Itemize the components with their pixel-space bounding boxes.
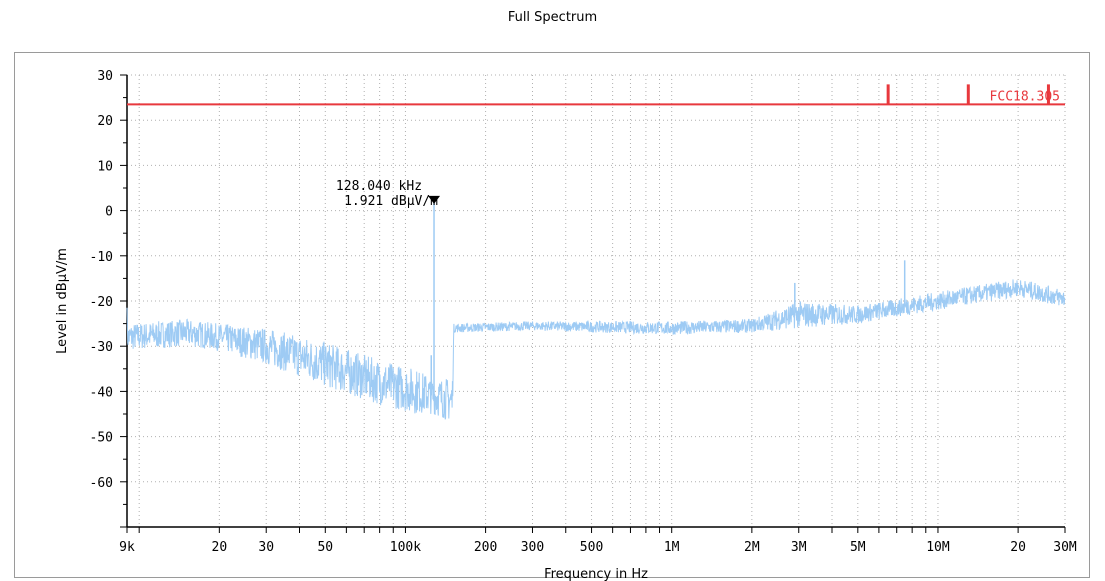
x-tick-label: 500 [580, 540, 603, 555]
x-tick-label: 200 [474, 540, 497, 555]
limit-line-label: FCC18.305 [990, 89, 1060, 104]
y-tick-label: -50 [90, 431, 113, 446]
x-tick-label: 30 [258, 540, 274, 555]
y-tick-label: -10 [90, 250, 113, 265]
y-axis-title: Level in dBµV/m [55, 248, 70, 354]
chart-title: Full Spectrum [507, 10, 598, 25]
x-tick-label: 9k [119, 540, 135, 555]
y-tick-label: 10 [97, 159, 113, 174]
y-tick-label: -40 [90, 385, 113, 400]
marker-frequency-label: 128.040 kHz [336, 179, 422, 194]
x-tick-label: 1M [664, 540, 680, 555]
spectrum-trace [126, 279, 1066, 420]
axis-layer: 30 20 10 0 -10 -20 -30 -40 -50 -60 9k 20 30 50 100k 200… [90, 69, 1077, 555]
x-tick-label: 20 [1010, 540, 1026, 555]
x-tick-label: 30M [1053, 540, 1077, 555]
x-tick-label: 2M [744, 540, 760, 555]
y-tick-label: 0 [105, 205, 113, 220]
series-layer [126, 201, 1066, 420]
marker-level-label: 1.921 dBµV/m [344, 194, 438, 209]
x-tick-label: 20 [212, 540, 228, 555]
x-tick-label: 100k [390, 540, 421, 555]
y-tick-label: -60 [90, 476, 113, 491]
y-tick-label: -20 [90, 295, 113, 310]
x-tick-label: 3M [791, 540, 807, 555]
x-tick-label: 10M [926, 540, 950, 555]
peak-marker-icon [428, 195, 441, 204]
x-axis-title: Frequency in Hz [544, 567, 648, 581]
limit-layer: FCC18.305 [127, 84, 1065, 106]
y-tick-label: 20 [97, 114, 113, 129]
y-tick-label: 30 [97, 69, 113, 84]
y-tick-label: -30 [90, 340, 113, 355]
x-tick-label: 50 [317, 540, 333, 555]
plot-frame [14, 52, 1090, 578]
x-tick-label: 300 [521, 540, 544, 555]
x-tick-label: 5M [850, 540, 866, 555]
grid-layer [126, 74, 1066, 528]
